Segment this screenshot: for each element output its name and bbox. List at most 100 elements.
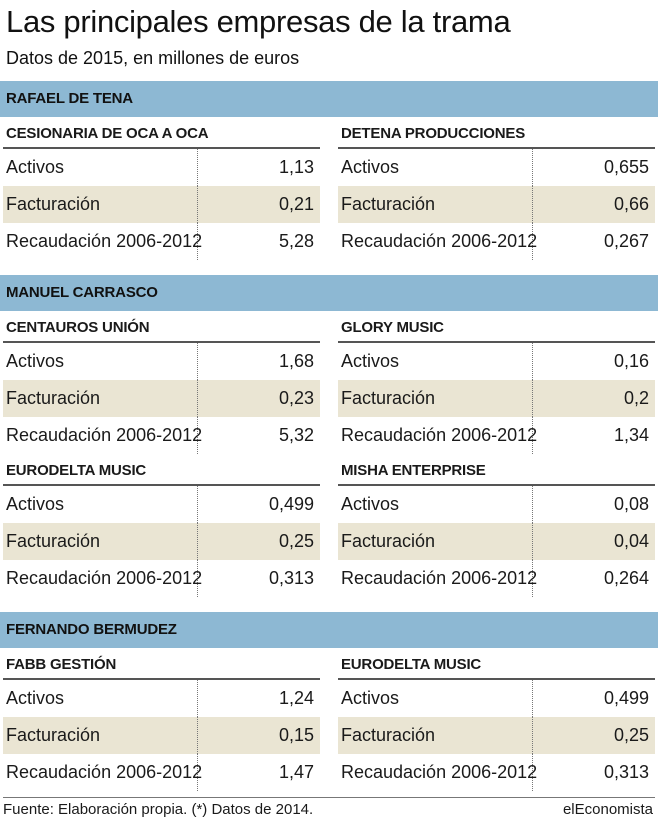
metric-row: Activos 0,499 — [3, 486, 320, 523]
metric-row: Recaudación 2006-2012 1,47 — [3, 754, 320, 791]
metric-row: Facturación 0,04 — [338, 523, 655, 560]
owner-name: MANUEL CARRASCO — [0, 275, 658, 311]
company-name: DETENA PRODUCCIONES — [338, 117, 655, 149]
metric-label: Recaudación 2006-2012 — [3, 223, 202, 260]
metric-value: 1,24 — [278, 688, 314, 708]
metric-row: Facturación 0,2 — [338, 380, 655, 417]
company-name: GLORY MUSIC — [338, 311, 655, 343]
metric-value: 0,66 — [613, 194, 649, 214]
metric-value: 0,08 — [613, 494, 649, 514]
metric-value: 0,23 — [278, 388, 314, 408]
metric-label: Recaudación 2006-2012 — [3, 417, 202, 454]
company-table: GLORY MUSIC Activos 0,16 Facturación 0,2 Reca… — [338, 311, 655, 454]
footer: Fuente: Elaboración propia. (*) Datos de… — [3, 797, 655, 822]
company-row: EURODELTA MUSIC Activos 0,499 Facturación 0,… — [3, 454, 655, 597]
metric-value: 0,25 — [278, 531, 314, 551]
metric-label: Activos — [338, 486, 533, 523]
metric-value: 5,32 — [278, 425, 314, 445]
metric-label: Recaudación 2006-2012 — [3, 754, 202, 791]
metric-label: Recaudación 2006-2012 — [3, 560, 202, 597]
metric-label: Activos — [338, 680, 533, 717]
company-name: CESIONARIA DE OCA A OCA — [3, 117, 320, 149]
metric-row: Facturación 0,66 — [338, 186, 655, 223]
metric-row: Activos 1,68 — [3, 343, 320, 380]
metric-row: Activos 1,24 — [3, 680, 320, 717]
metric-label: Facturación — [338, 186, 533, 223]
metric-label: Activos — [3, 343, 198, 380]
metric-label: Facturación — [3, 186, 198, 223]
owner-name: FERNANDO BERMUDEZ — [0, 612, 658, 648]
metric-label: Facturación — [3, 380, 198, 417]
metric-label: Facturación — [338, 717, 533, 754]
company-row: CESIONARIA DE OCA A OCA Activos 1,13 Factur… — [3, 117, 655, 260]
metric-row: Facturación 0,25 — [338, 717, 655, 754]
metric-label: Recaudación 2006-2012 — [338, 754, 537, 791]
company-row: FABB GESTIÓN Activos 1,24 Facturación 0,15 Re… — [3, 648, 655, 791]
owner-group: FERNANDO BERMUDEZ FABB GESTIÓN Activos 1,24… — [0, 612, 658, 791]
metric-label: Facturación — [3, 523, 198, 560]
company-table: DETENA PRODUCCIONES Activos 0,655 Facturaci… — [338, 117, 655, 260]
metric-value: 0,313 — [268, 568, 314, 588]
metric-value: 0,25 — [613, 725, 649, 745]
groups-container: RAFAEL DE TENA CESIONARIA DE OCA A OCA Act… — [0, 81, 658, 806]
metric-value: 0,499 — [268, 494, 314, 514]
metric-row: Facturación 0,25 — [3, 523, 320, 560]
metric-row: Recaudación 2006-2012 1,34 — [338, 417, 655, 454]
metric-row: Facturación 0,21 — [3, 186, 320, 223]
company-table: CESIONARIA DE OCA A OCA Activos 1,13 Factur… — [3, 117, 320, 260]
metric-label: Facturación — [338, 523, 533, 560]
company-table: FABB GESTIÓN Activos 1,24 Facturación 0,15 Re… — [3, 648, 320, 791]
metric-row: Recaudación 2006-2012 5,32 — [3, 417, 320, 454]
metric-value: 0,264 — [603, 568, 649, 588]
owner-name: RAFAEL DE TENA — [0, 81, 658, 117]
metric-value: 0,15 — [278, 725, 314, 745]
metric-value: 5,28 — [278, 231, 314, 251]
metric-value: 1,68 — [278, 351, 314, 371]
metric-row: Activos 1,13 — [3, 149, 320, 186]
metric-row: Facturación 0,23 — [3, 380, 320, 417]
metric-value: 0,313 — [603, 762, 649, 782]
metric-label: Activos — [3, 486, 198, 523]
metric-label: Recaudación 2006-2012 — [338, 560, 537, 597]
metric-label: Activos — [3, 149, 198, 186]
company-table: EURODELTA MUSIC Activos 0,499 Facturación 0,… — [3, 454, 320, 597]
owner-group: RAFAEL DE TENA CESIONARIA DE OCA A OCA Act… — [0, 81, 658, 260]
metric-row: Activos 0,08 — [338, 486, 655, 523]
metric-row: Recaudación 2006-2012 5,28 — [3, 223, 320, 260]
metric-label: Activos — [338, 343, 533, 380]
metric-label: Facturación — [3, 717, 198, 754]
metric-row: Activos 0,499 — [338, 680, 655, 717]
company-row: CENTAUROS UNIÓN Activos 1,68 Facturación 0,2… — [3, 311, 655, 454]
chart-subtitle: Datos de 2015, en millones de euros — [6, 48, 300, 68]
metric-value: 0,16 — [613, 351, 649, 371]
company-name: MISHA ENTERPRISE — [338, 454, 655, 486]
metric-value: 0,04 — [613, 531, 649, 551]
company-table: MISHA ENTERPRISE Activos 0,08 Facturación 0,… — [338, 454, 655, 597]
metric-value: 0,21 — [278, 194, 314, 214]
metric-row: Recaudación 2006-2012 0,313 — [3, 560, 320, 597]
company-table: CENTAUROS UNIÓN Activos 1,68 Facturación 0,2… — [3, 311, 320, 454]
brand-label: elEconomista — [562, 801, 653, 818]
metric-label: Activos — [3, 680, 198, 717]
company-name: EURODELTA MUSIC — [3, 454, 320, 486]
metric-row: Recaudación 2006-2012 0,264 — [338, 560, 655, 597]
metric-row: Facturación 0,15 — [3, 717, 320, 754]
metric-value: 1,34 — [613, 425, 649, 445]
metric-row: Recaudación 2006-2012 0,267 — [338, 223, 655, 260]
metric-row: Activos 0,655 — [338, 149, 655, 186]
metric-row: Recaudación 2006-2012 0,313 — [338, 754, 655, 791]
metric-row: Activos 0,16 — [338, 343, 655, 380]
owner-group: MANUEL CARRASCO CENTAUROS UNIÓN Activos 1,6… — [0, 275, 658, 597]
company-table: EURODELTA MUSIC Activos 0,499 Facturación 0,… — [338, 648, 655, 791]
metric-label: Recaudación 2006-2012 — [338, 417, 537, 454]
metric-label: Recaudación 2006-2012 — [338, 223, 537, 260]
metric-value: 0,499 — [603, 688, 649, 708]
chart-title: Las principales empresas de la trama — [6, 4, 511, 39]
metric-value: 1,47 — [278, 762, 314, 782]
metric-value: 1,13 — [278, 157, 314, 177]
company-name: FABB GESTIÓN — [3, 648, 320, 680]
metric-value: 0,2 — [623, 388, 649, 408]
source-note: Fuente: Elaboración propia. (*) Datos de… — [3, 801, 314, 818]
company-name: CENTAUROS UNIÓN — [3, 311, 320, 343]
